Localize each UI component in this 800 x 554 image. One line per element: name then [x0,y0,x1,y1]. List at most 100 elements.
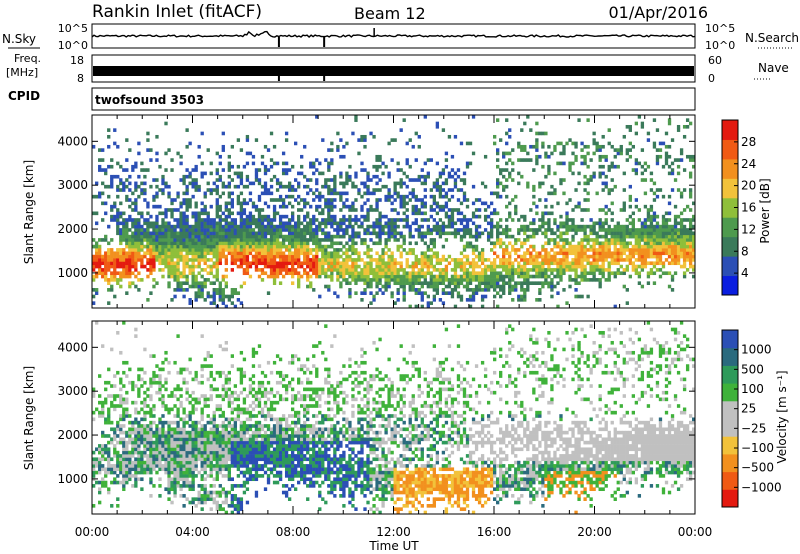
power-cells-cell-3587 [583,224,587,229]
power-cells-cell-1087 [233,228,238,232]
power-cells-cell-2474 [420,284,424,289]
power-cells-cell-1169 [245,264,250,269]
power-cells-cell-1776 [327,274,331,279]
vel-cells-cell-54 [101,407,105,412]
power-cells-cell-944 [218,298,222,302]
power-cells-cell-4229 [679,151,684,156]
power-cells-cell-1671 [312,241,316,246]
vel-cells-cell-379 [149,447,153,452]
power-cells-cell-4186 [673,224,678,229]
power-cells-cell-3723 [604,258,608,262]
power-cells-cell-2361 [402,198,406,202]
power-cells-cell-1676 [312,221,316,226]
power-cells-cell-3509 [571,141,575,146]
power-cells-cell-743 [194,248,198,252]
power-cells-cell-2601 [435,201,440,206]
power-cells-cell-2065 [363,191,367,196]
power-cells-cell-1980 [351,228,355,232]
power-cells-cell-1764 [324,224,328,229]
power-cells-cell-2499 [423,274,427,279]
power-cells-cell-310 [137,231,141,236]
power-cells-cell-973 [221,298,225,302]
power-cells-cell-729 [191,181,195,186]
power-cells-cell-2157 [375,188,379,192]
power-cells-cell-4270 [688,258,693,262]
power-cells-cell-2063 [363,214,367,219]
power-cells-cell-1602 [303,251,307,256]
power-cells-cell-627 [182,274,186,279]
power-cells-cell-1727 [318,194,322,199]
power-cells-cell-1967 [351,274,355,279]
power-cells-cell-2978 [496,304,500,309]
power-cells-cell-1614 [303,201,307,206]
power-cells-cell-2114 [369,204,373,209]
power-cells-cell-731 [191,168,195,172]
power-cells-cell-3653 [592,141,596,146]
nsky-trace [91,28,696,47]
power-cells-cell-5 [92,268,96,272]
power-cells-cell-488 [164,248,168,252]
power-cells-cell-3498 [571,244,575,249]
power-cells-cell-3980 [643,224,648,229]
power-cells-cell-2996 [496,191,500,196]
power-cells-cell-190 [122,238,126,242]
power-cells-cell-2603 [435,184,440,189]
power-cells-cell-574 [176,288,180,292]
power-cells-cell-1628 [306,248,310,252]
power-cells-cell-1834 [333,261,337,266]
power-cells-cell-3583 [583,238,587,242]
power-cells-cell-2835 [471,294,476,299]
vel-cells-cell-562 [173,477,177,482]
power-cells-cell-145 [116,228,120,232]
power-cells-cell-3104 [511,264,515,269]
power-cells-cell-531 [170,271,174,276]
power-cells-cell-206 [125,264,129,269]
power-cells-cell-3457 [565,261,569,266]
vel-cells-cell-552 [170,427,174,432]
vel-cells-cell-439 [158,467,162,472]
power-cells-cell-135 [116,281,120,286]
power-cells-cell-1105 [236,228,241,232]
power-cells-cell-2100 [369,284,373,289]
vel-cells-cell-267 [134,447,138,452]
power-cells-cell-3296 [541,264,545,269]
power-cells-cell-382 [149,268,153,272]
power-cells-cell-3343 [547,251,551,256]
power-cells-cell-803 [200,238,204,242]
power-cells-cell-3489 [568,161,572,166]
power-cells-cell-2965 [493,268,497,272]
power-cells-cell-3269 [535,138,539,142]
power-cells-cell-369 [146,228,150,232]
power-cells-cell-3058 [505,231,509,236]
power-cells-cell-852 [206,238,210,242]
power-cells-cell-879 [209,224,213,229]
power-cells-cell-220 [125,198,129,202]
power-cells-cell-3486 [568,198,572,202]
power-cells-cell-1067 [230,204,234,209]
power-cells-cell-1618 [303,144,307,149]
power-cells-cell-2611 [438,278,443,282]
power-cells-cell-3002 [496,151,500,156]
power-cells-cell-3608 [586,208,590,212]
power-cells-cell-2775 [462,268,467,272]
power-cells-cell-4125 [664,161,669,166]
power-cells-cell-2008 [354,184,358,189]
power-cells-cell-2451 [417,288,421,292]
power-cells-cell-2664 [444,214,449,219]
power-cells-cell-2385 [405,141,409,146]
power-cells-cell-2147 [375,241,379,246]
power-cells-cell-1233 [254,261,259,266]
power-cells-cell-4053 [655,268,660,272]
power-cells-cell-57 [101,181,105,186]
power-cells-cell-4250 [682,134,687,139]
power-cells-cell-2494 [420,174,424,179]
power-cells-cell-256 [131,254,135,259]
power-cells-cell-1768 [324,201,328,206]
power-cells-cell-720 [191,238,195,242]
power-cells-cell-4098 [661,244,666,249]
power-cells-cell-4239 [682,244,687,249]
power-cells-cell-93 [107,144,111,149]
power-cells-cell-361 [146,258,150,262]
power-cells-cell-3515 [574,271,578,276]
power-cells-cell-2717 [453,274,458,279]
